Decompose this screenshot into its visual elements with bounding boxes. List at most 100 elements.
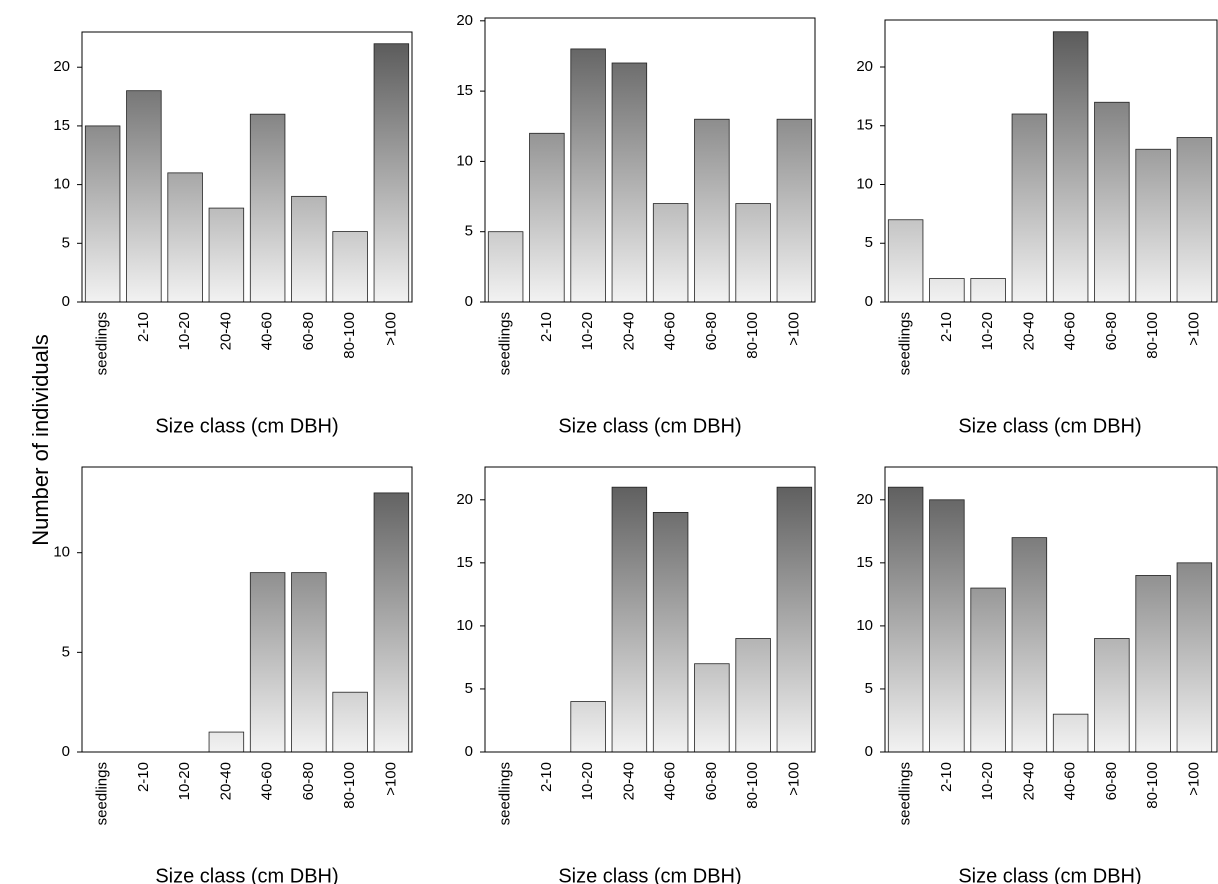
bar <box>570 701 606 753</box>
y-tick-label: 20 <box>856 58 873 75</box>
x-tick-label: >100 <box>1185 762 1202 796</box>
x-tick-label: 40-60 <box>259 312 276 350</box>
y-axis-label: Number of individuals <box>28 334 53 546</box>
x-tick-label: 80-100 <box>744 762 761 809</box>
bar <box>970 278 1006 303</box>
bar <box>887 486 924 753</box>
x-tick-label: >100 <box>785 312 802 346</box>
bar <box>611 486 648 753</box>
bar <box>1135 148 1171 303</box>
y-tick-label: 0 <box>62 743 70 760</box>
bar <box>1011 113 1048 303</box>
x-tick-label: 2-10 <box>938 762 955 792</box>
y-tick-label: 5 <box>62 234 70 251</box>
bar <box>652 203 689 303</box>
x-tick-label: 20-40 <box>1020 312 1037 350</box>
y-tick-label: 10 <box>856 175 873 192</box>
bar <box>1094 638 1130 753</box>
bar <box>167 172 203 303</box>
bar <box>291 195 327 303</box>
x-tick-label: 20-40 <box>217 312 234 350</box>
x-tick-label: 60-80 <box>703 762 720 800</box>
y-tick-label: 10 <box>856 617 873 634</box>
bar <box>126 90 162 303</box>
y-tick-label: 15 <box>456 82 473 99</box>
y-tick-label: 15 <box>53 117 70 134</box>
y-tick-label: 20 <box>456 491 473 508</box>
bar <box>1052 31 1089 303</box>
x-tick-label: 10-20 <box>176 762 193 800</box>
x-tick-label: 20-40 <box>620 312 637 350</box>
y-tick-label: 0 <box>465 743 473 760</box>
bar <box>1094 101 1130 303</box>
y-tick-label: 5 <box>465 680 473 697</box>
y-tick-label: 10 <box>53 544 70 561</box>
y-tick-label: 10 <box>456 152 473 169</box>
plot-frame <box>81 466 413 753</box>
x-tick-label: 40-60 <box>1062 312 1079 350</box>
y-tick-label: 0 <box>865 743 873 760</box>
plot-frame <box>884 19 1218 303</box>
bar <box>776 118 813 303</box>
x-tick-label: 80-100 <box>341 762 358 809</box>
plot-frame <box>484 17 816 303</box>
x-tick-label: 40-60 <box>1062 762 1079 800</box>
bar <box>291 572 327 753</box>
x-tick-label: seedlings <box>897 312 914 375</box>
x-axis-label: Size class (cm DBH) <box>958 415 1141 437</box>
x-tick-label: seedlings <box>497 312 514 375</box>
y-tick-label: 5 <box>865 680 873 697</box>
bar <box>1176 137 1213 303</box>
plot-frame <box>81 31 413 303</box>
plot-frame <box>884 466 1218 753</box>
x-tick-label: 60-80 <box>300 312 317 350</box>
x-tick-label: >100 <box>382 762 399 796</box>
bar <box>249 572 286 753</box>
y-tick-label: 15 <box>856 554 873 571</box>
bar <box>332 231 368 303</box>
y-tick-label: 0 <box>865 293 873 310</box>
bar <box>1135 575 1171 753</box>
y-tick-label: 5 <box>865 234 873 251</box>
plot-frame <box>484 466 816 753</box>
bar <box>735 638 771 753</box>
x-tick-label: 2-10 <box>135 762 152 792</box>
x-tick-label: seedlings <box>497 762 514 825</box>
bar <box>694 663 730 753</box>
bar <box>970 587 1006 753</box>
bar <box>570 48 606 303</box>
x-tick-label: 80-100 <box>1144 312 1161 359</box>
bar <box>487 231 524 303</box>
bar <box>84 125 121 303</box>
x-tick-label: 80-100 <box>1144 762 1161 809</box>
x-axis-label: Size class (cm DBH) <box>558 415 741 437</box>
x-axis-label: Size class (cm DBH) <box>155 865 338 884</box>
x-tick-label: 80-100 <box>341 312 358 359</box>
x-axis-label: Size class (cm DBH) <box>558 865 741 884</box>
x-tick-label: 20-40 <box>620 762 637 800</box>
y-tick-label: 0 <box>465 293 473 310</box>
bar <box>694 118 730 303</box>
x-tick-label: >100 <box>1185 312 1202 346</box>
bar <box>929 278 965 303</box>
x-tick-label: >100 <box>382 312 399 346</box>
bar <box>208 207 245 303</box>
x-tick-label: 20-40 <box>1020 762 1037 800</box>
bar <box>776 486 813 753</box>
y-tick-label: 20 <box>456 12 473 29</box>
bar <box>887 219 924 303</box>
x-tick-label: 2-10 <box>538 762 555 792</box>
x-tick-label: >100 <box>785 762 802 796</box>
x-tick-label: 60-80 <box>1103 762 1120 800</box>
y-tick-label: 10 <box>53 176 70 193</box>
x-tick-label: 2-10 <box>938 312 955 342</box>
bar <box>332 691 368 753</box>
x-tick-label: seedlings <box>94 312 111 375</box>
y-tick-label: 0 <box>62 293 70 310</box>
x-tick-label: seedlings <box>94 762 111 825</box>
y-tick-label: 10 <box>456 617 473 634</box>
bar <box>373 492 410 753</box>
x-tick-label: 80-100 <box>744 312 761 359</box>
bar <box>929 499 965 753</box>
